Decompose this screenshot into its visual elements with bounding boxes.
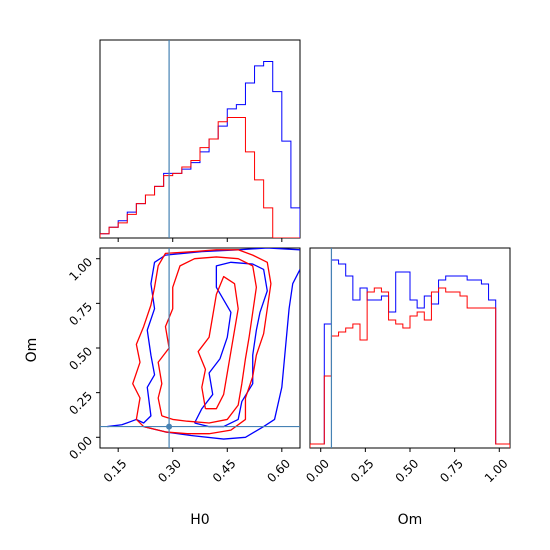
contour-series-b-2 bbox=[157, 256, 258, 424]
x-axis-label-h0: H0 bbox=[190, 512, 209, 528]
histogram-om-panel: 0.00 0.25 0.50 0.75 1.00 bbox=[303, 247, 511, 485]
joint-y-tick-label: 0.75 bbox=[66, 300, 95, 329]
joint-x-tick-label: 0.15 bbox=[101, 456, 130, 485]
joint-y-tick-label: 1.00 bbox=[66, 255, 95, 284]
y-axis-label-om: Om bbox=[24, 338, 40, 363]
contours-series-b bbox=[132, 249, 272, 435]
histogram-om-x-ticks: 0.00 0.25 0.50 0.75 1.00 bbox=[303, 448, 511, 485]
contour-series-a-1 bbox=[107, 248, 300, 428]
x-axis-label-om: Om bbox=[398, 512, 423, 528]
joint-y-tick-label: 0.00 bbox=[66, 434, 95, 463]
histogram-om-x-tick-label: 1.00 bbox=[482, 456, 511, 485]
contour-series-b-3 bbox=[197, 275, 239, 410]
joint-y-ticks: 0.00 0.25 0.50 0.75 1.00 bbox=[66, 255, 100, 462]
histogram-om-x-tick-label: 0.75 bbox=[437, 456, 466, 485]
contour-series-b-1 bbox=[132, 249, 272, 435]
histogram-h0-frame bbox=[99, 39, 301, 239]
joint-x-tick-label: 0.60 bbox=[264, 456, 293, 485]
joint-x-tick-label: 0.30 bbox=[155, 456, 184, 485]
histogram-om-series-b bbox=[310, 287, 510, 448]
histogram-h0-panel bbox=[99, 39, 301, 242]
contour-series-a-3 bbox=[193, 261, 268, 428]
joint-contour-panel: 0.15 0.30 0.45 0.60 0.00 0.25 0.50 0.75 1.00 bbox=[66, 247, 301, 485]
histogram-h0-series-b bbox=[100, 116, 300, 238]
histogram-om-series-a bbox=[310, 259, 510, 448]
joint-y-tick-label: 0.50 bbox=[66, 344, 95, 373]
joint-y-tick-label: 0.25 bbox=[66, 389, 95, 418]
truth-point bbox=[166, 423, 173, 430]
histogram-om-x-tick-label: 0.50 bbox=[393, 456, 422, 485]
histogram-om-x-tick-label: 0.25 bbox=[348, 456, 377, 485]
histogram-om-x-tick-label: 0.00 bbox=[303, 456, 332, 485]
joint-x-tick-label: 0.45 bbox=[210, 456, 239, 485]
histogram-h0-ticks bbox=[117, 238, 283, 242]
joint-x-ticks: 0.15 0.30 0.45 0.60 bbox=[101, 448, 293, 485]
